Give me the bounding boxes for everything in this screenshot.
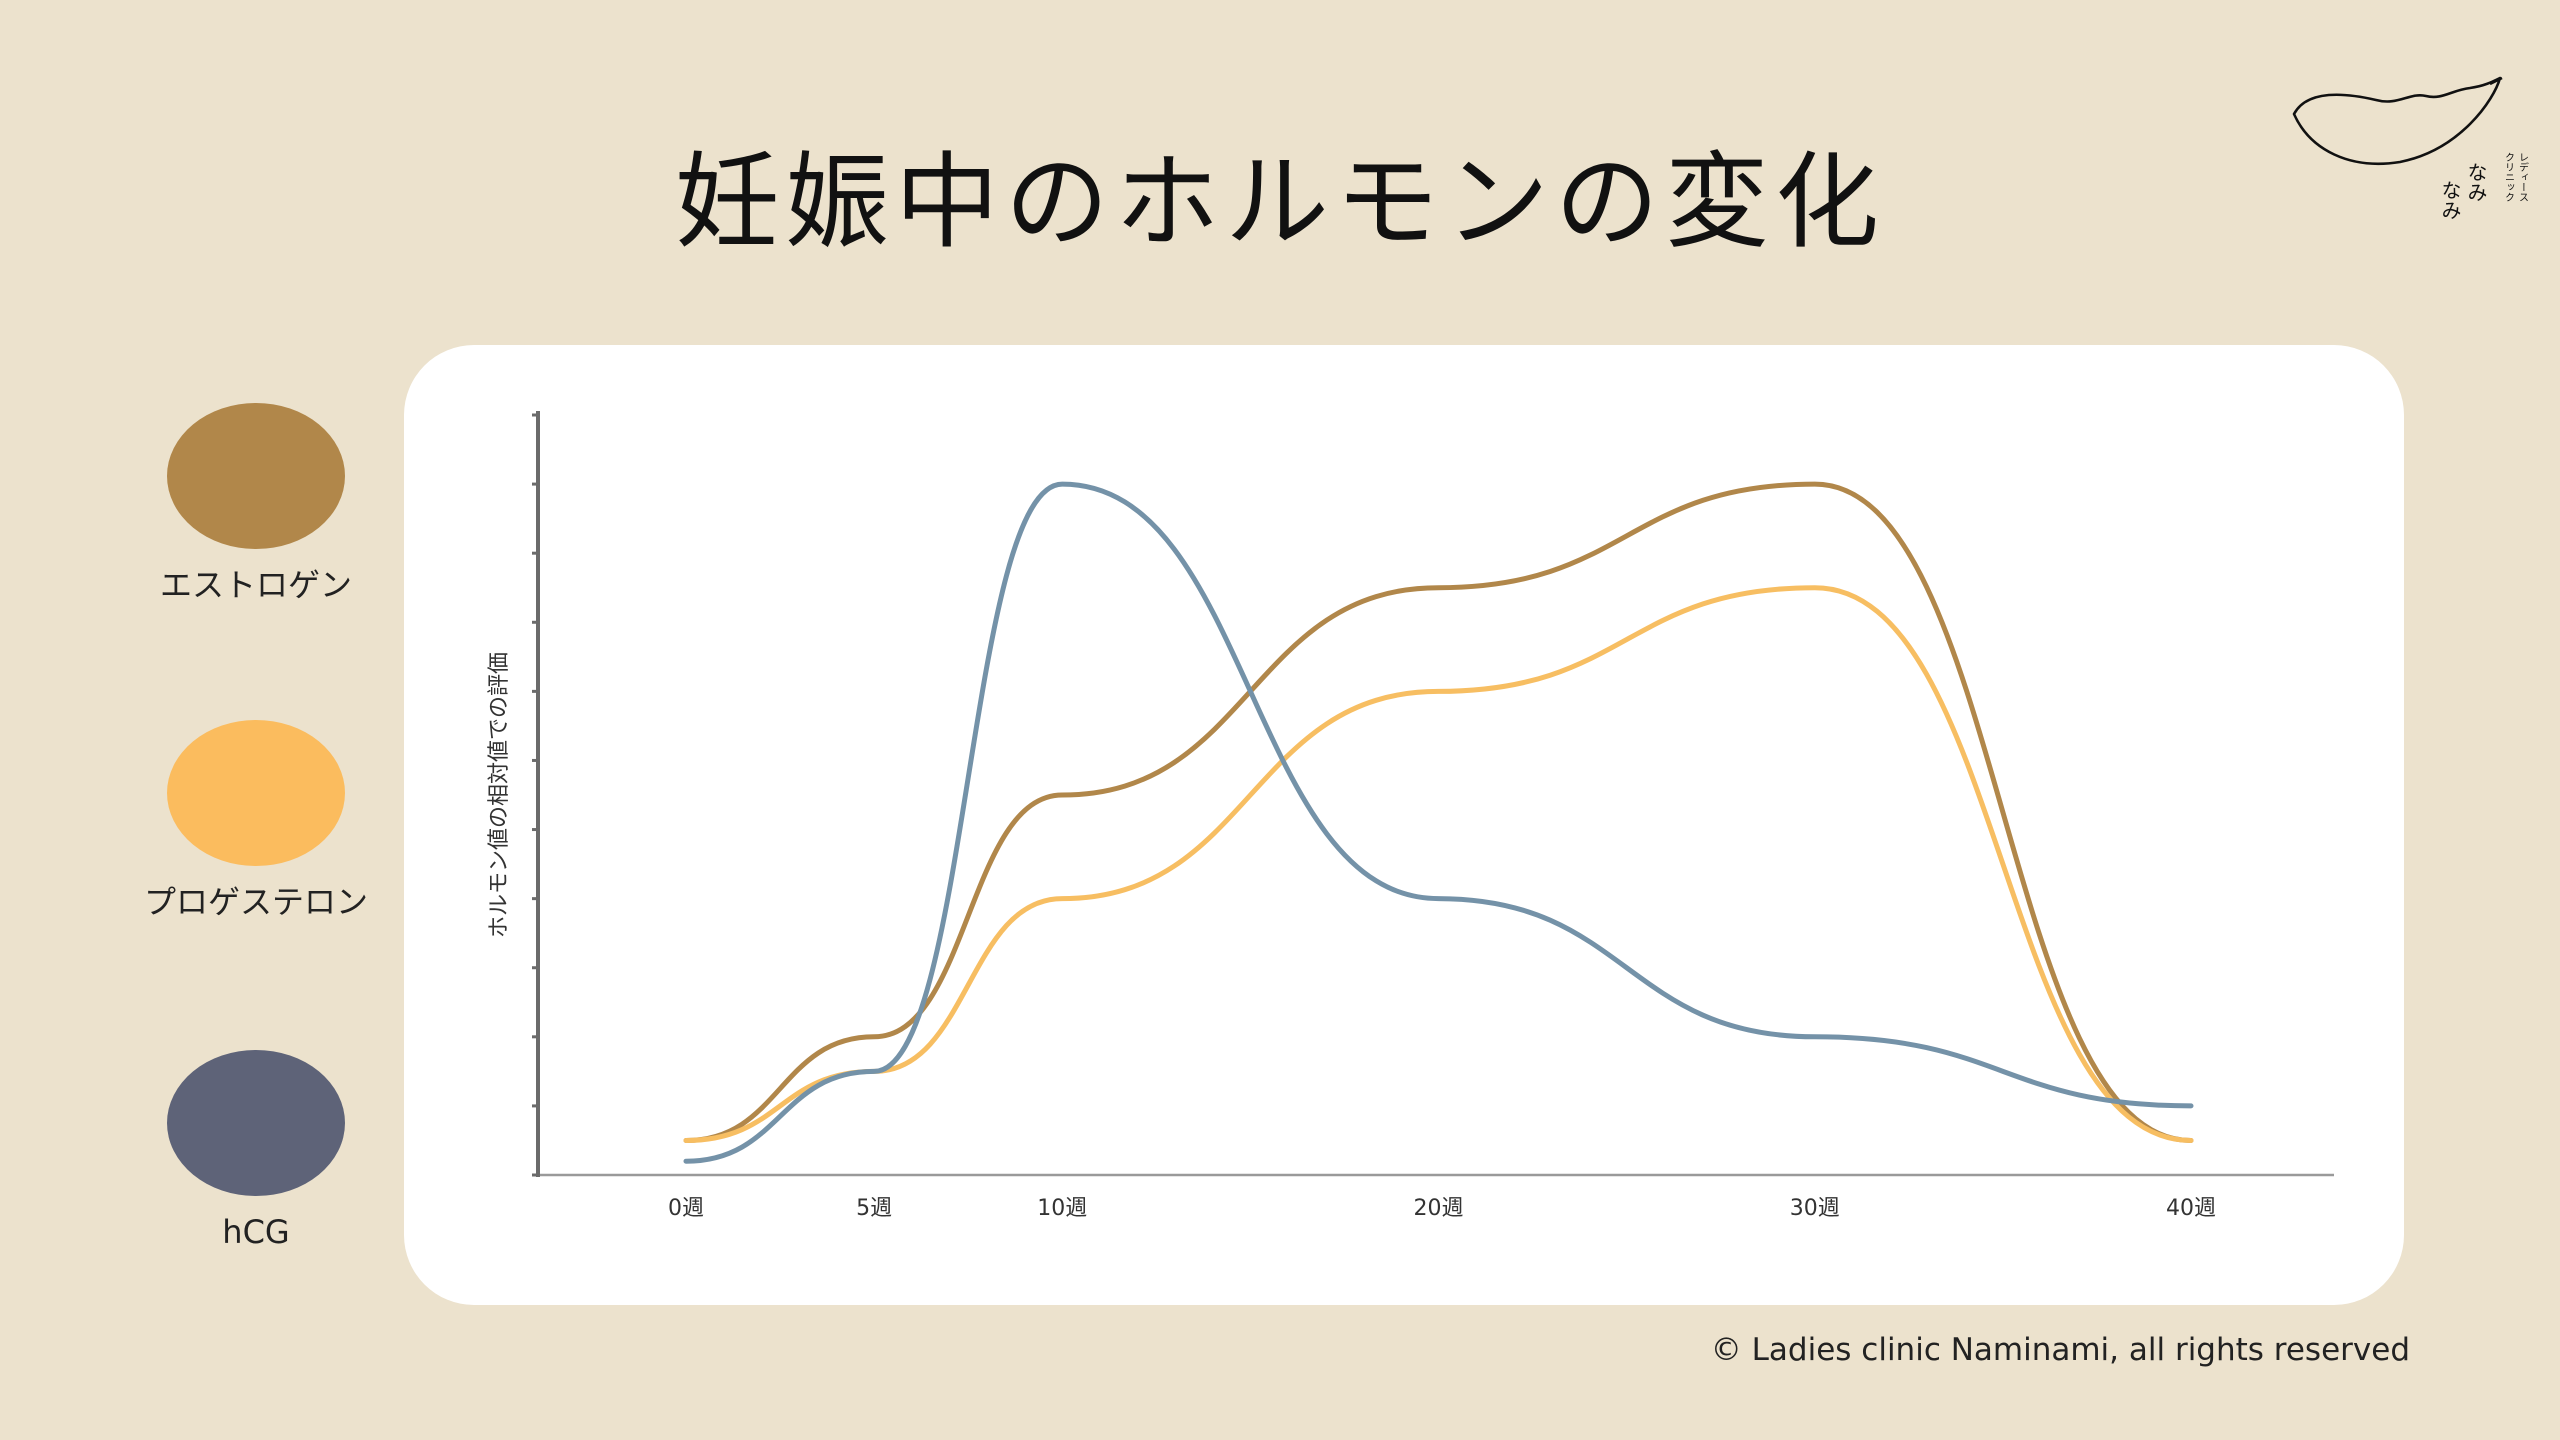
chart-labels: 0週 5週 10週 20週 30週 40週 ホルモン値の相対値での評価 xyxy=(487,652,2216,1221)
x-tick-label: 0週 xyxy=(668,1196,704,1221)
chart-card: 0週 5週 10週 20週 30週 40週 ホルモン値の相対値での評価 xyxy=(404,345,2404,1305)
logo-name-line-2: なみ xyxy=(2438,180,2462,220)
logo-sub-line-2: クリニック xyxy=(2503,152,2514,202)
legend-item-estrogen: エストロゲン xyxy=(140,403,372,607)
x-tick-label: 20週 xyxy=(1414,1196,1464,1221)
chart-axes xyxy=(532,411,2334,1177)
legend-item-hcg: hCG xyxy=(140,1050,372,1254)
logo-name-line-1: なみ xyxy=(2464,162,2488,202)
legend-swatch-hcg xyxy=(167,1050,345,1196)
copyright-notice: © Ladies clinic Naminami, all rights res… xyxy=(1710,1332,2410,1368)
legend-label-progesterone: プロゲステロン xyxy=(143,883,368,921)
legend-item-progesterone: プロゲステロン xyxy=(140,720,372,924)
legend-label-hcg: hCG xyxy=(222,1213,290,1251)
page-title: 妊娠中のホルモンの変化 xyxy=(674,141,1885,263)
logo-sub-line-1: レディース xyxy=(2517,152,2529,202)
series-line-hcg xyxy=(683,481,2194,1164)
legend-label-estrogen: エストロゲン xyxy=(159,566,352,604)
series-line-estrogen xyxy=(683,481,2194,1143)
y-axis-label: ホルモン値の相対値での評価 xyxy=(487,652,512,938)
x-tick-label: 40週 xyxy=(2166,1196,2216,1221)
x-tick-label: 10週 xyxy=(1037,1196,1087,1221)
x-tick-label: 5週 xyxy=(856,1196,892,1221)
chart-series xyxy=(683,481,2194,1164)
clinic-logo: なみ なみ レディース クリニック xyxy=(2292,76,2529,220)
hormone-line-chart: 0週 5週 10週 20週 30週 40週 ホルモン値の相対値での評価 xyxy=(487,411,2334,1221)
x-tick-label: 30週 xyxy=(1790,1196,1840,1221)
legend-swatch-estrogen xyxy=(167,403,345,549)
logo-wave-icon xyxy=(2292,76,2502,166)
legend-swatch-progesterone xyxy=(167,720,345,866)
